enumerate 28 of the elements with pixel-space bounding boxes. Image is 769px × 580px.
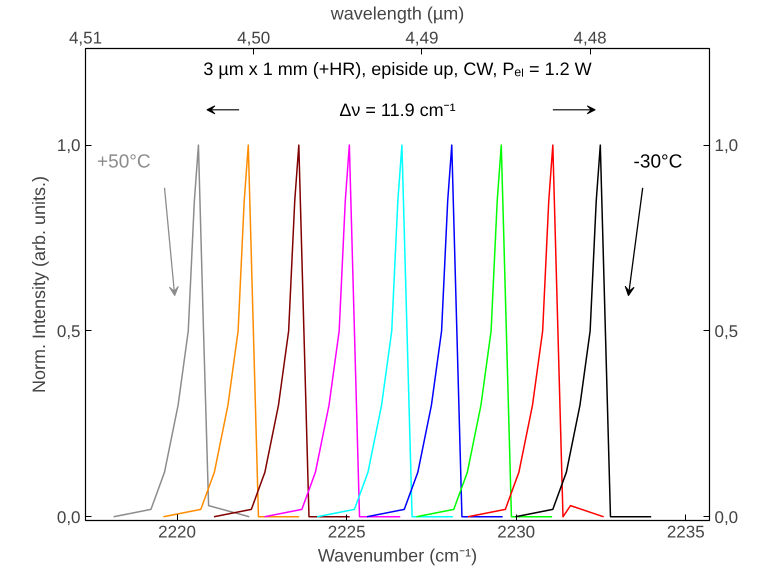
y2-tick-label: 0,5 [714,322,738,341]
x2-tick-label: 4,51 [68,28,102,48]
y-tick-label: 1,0 [56,136,81,156]
annotation: 3 µm x 1 mm (+HR), episide up, CW, Pₑₗ = 1.2 W [203,58,592,79]
line-series [213,144,350,518]
line-series [366,144,504,518]
line-series [162,144,300,518]
x2-tick-label: 4,49 [405,28,438,48]
x2-axis-title: wavelength (µm) [330,4,464,24]
y-tick-label: 0,5 [56,322,81,341]
annotation: +50°C [97,151,151,172]
y2-tick-label: 1,0 [714,136,738,156]
x-tick-label: 2220 [158,522,196,542]
line-series [467,144,604,518]
annotation: Δν = 11.9 cm⁻¹ [339,100,456,120]
y2-tick-label: 0,0 [714,508,738,527]
x2-tick-label: 4,50 [237,28,270,48]
line-series [316,144,454,518]
y-tick-label: 0,0 [56,508,81,527]
x-tick-label: 2235 [666,522,705,542]
line-series [416,144,553,518]
x-tick-label: 2225 [328,522,366,542]
y-axis-title: Norm. Intensity (arb. units.) [28,176,49,394]
x-tick-label: 2230 [497,522,536,542]
line-series [264,144,401,518]
annotation: -30°C [634,151,682,172]
x2-tick-label: 4,48 [574,28,607,48]
x-axis-title: Wavenumber (cm⁻¹) [318,546,478,566]
